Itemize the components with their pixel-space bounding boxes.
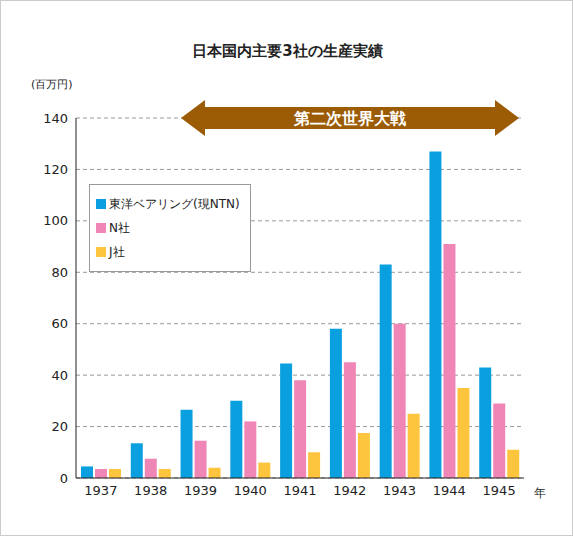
svg-text:(百万円): (百万円) [31,78,73,91]
svg-text:1945: 1945 [483,483,516,498]
html-text:東洋ベアリング(現NTN): 東洋ベアリング(現NTN) [109,197,240,211]
svg-text:20: 20 [51,419,68,434]
html-text:J社: J社 [109,245,125,259]
svg-text:1942: 1942 [333,483,366,498]
html-text:N社: N社 [109,221,130,235]
svg-text:1941: 1941 [283,483,316,498]
svg-text:1938: 1938 [134,483,167,498]
svg-text:40: 40 [51,368,68,383]
svg-text:120: 120 [43,162,68,177]
svg-text:1944: 1944 [433,483,466,498]
svg-text:1939: 1939 [184,483,217,498]
svg-text:1940: 1940 [234,483,267,498]
svg-text:0: 0 [60,471,68,486]
svg-text:140: 140 [43,111,68,126]
svg-text:100: 100 [43,213,68,228]
svg-text:1937: 1937 [84,483,117,498]
svg-text:第二次世界大戦: 第二次世界大戦 [293,109,406,128]
svg-text:日本国内主要3社の生産実績: 日本国内主要3社の生産実績 [192,42,382,60]
svg-text:60: 60 [51,316,68,331]
svg-text:1943: 1943 [383,483,416,498]
svg-text:80: 80 [51,265,68,280]
svg-text:年: 年 [534,486,546,500]
